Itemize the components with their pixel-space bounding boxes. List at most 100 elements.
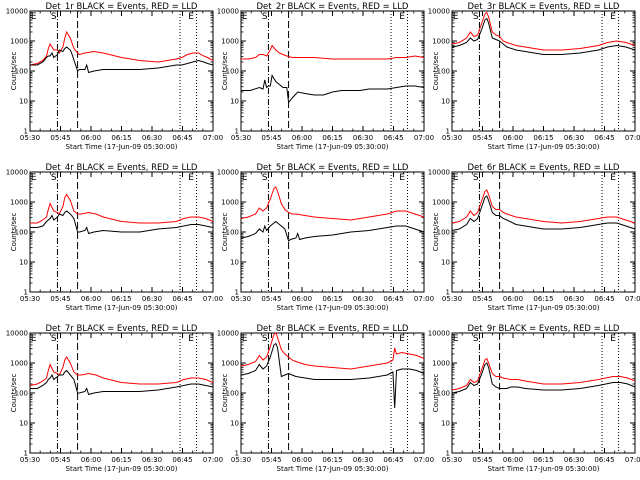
marker-label: S	[51, 12, 57, 22]
x-tick-label: 06:00	[292, 456, 312, 464]
marker-label: E	[242, 173, 248, 183]
marker-label: E	[188, 173, 194, 183]
y-tick-label: 10	[230, 420, 239, 428]
y-tick-label: 10	[441, 259, 450, 267]
y-tick-label: 1	[24, 450, 28, 458]
lld-series-line	[240, 332, 425, 370]
y-tick-label: 1000	[432, 38, 450, 46]
y-tick-label: 100	[437, 229, 450, 237]
x-tick-label: 06:30	[353, 134, 373, 142]
y-axis-label: Counts/sec	[221, 213, 229, 252]
marker-label: E	[188, 334, 194, 344]
x-tick-label: 05:30	[231, 456, 251, 464]
events-series-line	[30, 369, 214, 396]
x-tick-label: 07:00	[203, 456, 223, 464]
x-axis-label: Start Time (17-Jun-09 05:30:00)	[277, 304, 389, 312]
y-tick-label: 1	[235, 450, 239, 458]
y-tick-label: 100	[15, 229, 28, 237]
y-tick-label: 1	[235, 128, 239, 136]
x-tick-label: 07:00	[203, 295, 223, 303]
events-series-line	[30, 210, 214, 235]
y-tick-label: 10000	[217, 8, 239, 16]
y-tick-label: 1000	[10, 199, 28, 207]
y-tick-label: 1000	[432, 199, 450, 207]
x-tick-label: 06:15	[533, 295, 553, 303]
chart-title: Det_5r BLACK = Events, RED = LLD	[257, 163, 409, 173]
x-tick-label: 05:45	[472, 134, 492, 142]
marker-label: E	[242, 334, 248, 344]
x-tick-label: 05:45	[261, 134, 281, 142]
chart-panel-4: Det_4r BLACK = Events, RED = LLD 1 10 100 10…	[6, 163, 223, 312]
x-tick-label: 06:45	[172, 295, 192, 303]
x-tick-label: 05:30	[442, 295, 462, 303]
x-axis-label: Start Time (17-Jun-09 05:30:00)	[488, 465, 600, 473]
x-tick-label: 06:30	[142, 456, 162, 464]
y-tick-label: 100	[226, 390, 239, 398]
chart-title: Det_7r BLACK = Events, RED = LLD	[46, 324, 198, 334]
x-tick-label: 05:30	[231, 295, 251, 303]
y-tick-label: 1000	[221, 38, 239, 46]
x-tick-label: 06:30	[564, 134, 584, 142]
x-tick-label: 06:15	[533, 456, 553, 464]
x-tick-label: 06:00	[292, 134, 312, 142]
x-tick-label: 05:45	[50, 295, 70, 303]
x-tick-label: 06:15	[322, 456, 342, 464]
x-tick-label: 05:45	[472, 456, 492, 464]
x-tick-label: 06:30	[142, 295, 162, 303]
y-tick-label: 1000	[10, 38, 28, 46]
events-series-line	[240, 342, 425, 409]
x-tick-label: 06:30	[142, 134, 162, 142]
x-tick-label: 06:15	[111, 456, 131, 464]
y-tick-label: 10000	[428, 330, 450, 338]
x-tick-label: 06:30	[564, 456, 584, 464]
y-tick-label: 100	[15, 68, 28, 76]
y-tick-label: 10000	[428, 8, 450, 16]
lld-series-line	[451, 11, 636, 51]
x-axis-label: Start Time (17-Jun-09 05:30:00)	[277, 143, 389, 151]
x-tick-label: 06:45	[594, 295, 614, 303]
events-series-line	[451, 195, 636, 231]
x-tick-label: 06:30	[353, 456, 373, 464]
x-tick-label: 07:00	[625, 456, 640, 464]
marker-label: E	[31, 334, 37, 344]
marker-label: E	[453, 334, 459, 344]
marker-label: E	[453, 173, 459, 183]
y-tick-label: 1000	[221, 360, 239, 368]
marker-label: E	[31, 173, 37, 183]
x-tick-label: 06:45	[594, 134, 614, 142]
y-tick-label: 100	[226, 229, 239, 237]
marker-label: S	[51, 173, 57, 183]
y-axis-label: Counts/sec	[432, 213, 440, 252]
chart-panel-5: Det_5r BLACK = Events, RED = LLD 1 10 100 10…	[217, 163, 434, 312]
chart-title: Det_9r BLACK = Events, RED = LLD	[468, 324, 620, 334]
x-axis-label: Start Time (17-Jun-09 05:30:00)	[66, 143, 178, 151]
y-tick-label: 1	[235, 289, 239, 297]
y-axis-label: Counts/sec	[10, 374, 18, 413]
marker-label: S	[473, 12, 479, 22]
y-axis-label: Counts/sec	[221, 374, 229, 413]
marker-label: S	[262, 173, 268, 183]
marker-label: E	[188, 12, 194, 22]
chart-title: Det_6r BLACK = Events, RED = LLD	[468, 163, 620, 173]
chart-title: Det_1r BLACK = Events, RED = LLD	[46, 2, 198, 12]
lld-series-line	[451, 357, 636, 391]
y-tick-label: 10	[19, 420, 28, 428]
chart-panel-6: Det_6r BLACK = Events, RED = LLD 1 10 100 10…	[428, 163, 640, 312]
x-axis-label: Start Time (17-Jun-09 05:30:00)	[277, 465, 389, 473]
x-tick-label: 06:45	[172, 456, 192, 464]
y-tick-label: 10	[230, 259, 239, 267]
x-tick-label: 06:00	[503, 456, 523, 464]
x-tick-label: 05:45	[50, 456, 70, 464]
x-tick-label: 05:45	[50, 134, 70, 142]
x-axis-label: Start Time (17-Jun-09 05:30:00)	[66, 304, 178, 312]
y-tick-label: 1000	[432, 360, 450, 368]
chart-panel-7: Det_7r BLACK = Events, RED = LLD 1 10 100 10…	[6, 324, 223, 473]
y-tick-label: 100	[437, 68, 450, 76]
x-tick-label: 07:00	[625, 295, 640, 303]
chart-panel-9: Det_9r BLACK = Events, RED = LLD 1 10 100 10…	[428, 324, 640, 473]
x-axis-label: Start Time (17-Jun-09 05:30:00)	[66, 465, 178, 473]
y-tick-label: 100	[437, 390, 450, 398]
x-tick-label: 06:45	[383, 295, 403, 303]
y-tick-label: 100	[15, 390, 28, 398]
